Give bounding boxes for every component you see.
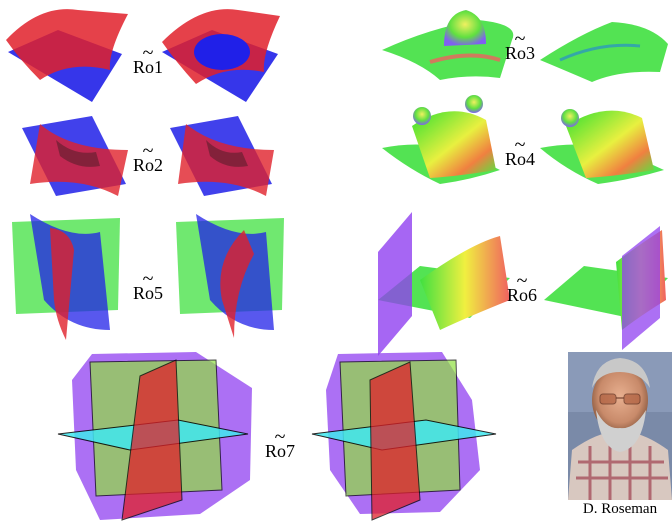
equivalence-symbol: ~ xyxy=(142,268,154,290)
move-name: Ro7 xyxy=(264,441,295,461)
ro3-after-surfaces xyxy=(540,22,668,82)
equivalence-symbol: ~ xyxy=(142,42,154,64)
ro4-before-surfaces xyxy=(382,95,500,184)
equivalence-symbol: ~ xyxy=(274,426,286,448)
ro7-before-surfaces xyxy=(57,352,252,521)
equivalence-symbol: ~ xyxy=(142,140,154,162)
equivalence-symbol: ~ xyxy=(516,270,528,292)
move-name: Ro5 xyxy=(132,283,163,303)
ro1-after-surfaces xyxy=(162,9,280,102)
ro4-after-surfaces xyxy=(540,109,664,184)
ro3-label: ~ Ro3 xyxy=(500,28,540,63)
ro1-before-surfaces xyxy=(6,9,128,102)
ro2-before-surfaces xyxy=(22,116,128,196)
ro5-before-surfaces xyxy=(12,214,120,340)
ro2-after-surfaces xyxy=(170,116,274,196)
move-name: Ro3 xyxy=(504,43,535,63)
equivalence-symbol: ~ xyxy=(514,134,526,156)
move-name: Ro4 xyxy=(504,149,535,169)
ro2-label: ~ Ro2 xyxy=(128,140,168,175)
ro7-after-surfaces xyxy=(311,352,497,521)
ro1-label: ~ Ro1 xyxy=(128,42,168,77)
ro5-after-surfaces xyxy=(176,214,284,338)
ro6-before-surfaces xyxy=(378,212,510,356)
ro7-label: ~ Ro7 xyxy=(260,426,300,461)
ro3-before-surfaces xyxy=(382,10,514,80)
ro6-label: ~ Ro6 xyxy=(502,270,542,305)
ro5-label: ~ Ro5 xyxy=(128,268,168,303)
move-name: Ro6 xyxy=(506,285,537,305)
move-name: Ro2 xyxy=(132,155,163,175)
move-name: Ro1 xyxy=(132,57,163,77)
ro6-after-surfaces xyxy=(544,226,668,350)
ro4-label: ~ Ro4 xyxy=(500,134,540,169)
portrait-caption: D. Roseman xyxy=(582,501,658,517)
portrait-photo xyxy=(568,352,672,500)
equivalence-symbol: ~ xyxy=(514,28,526,50)
